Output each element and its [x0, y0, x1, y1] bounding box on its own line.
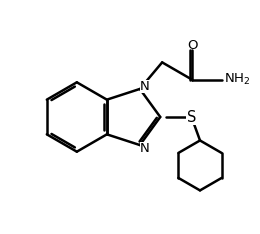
Text: O: O	[187, 39, 197, 52]
Text: N: N	[140, 143, 149, 155]
Text: N: N	[140, 80, 150, 93]
Text: NH$_2$: NH$_2$	[224, 72, 250, 87]
Text: S: S	[187, 110, 196, 124]
